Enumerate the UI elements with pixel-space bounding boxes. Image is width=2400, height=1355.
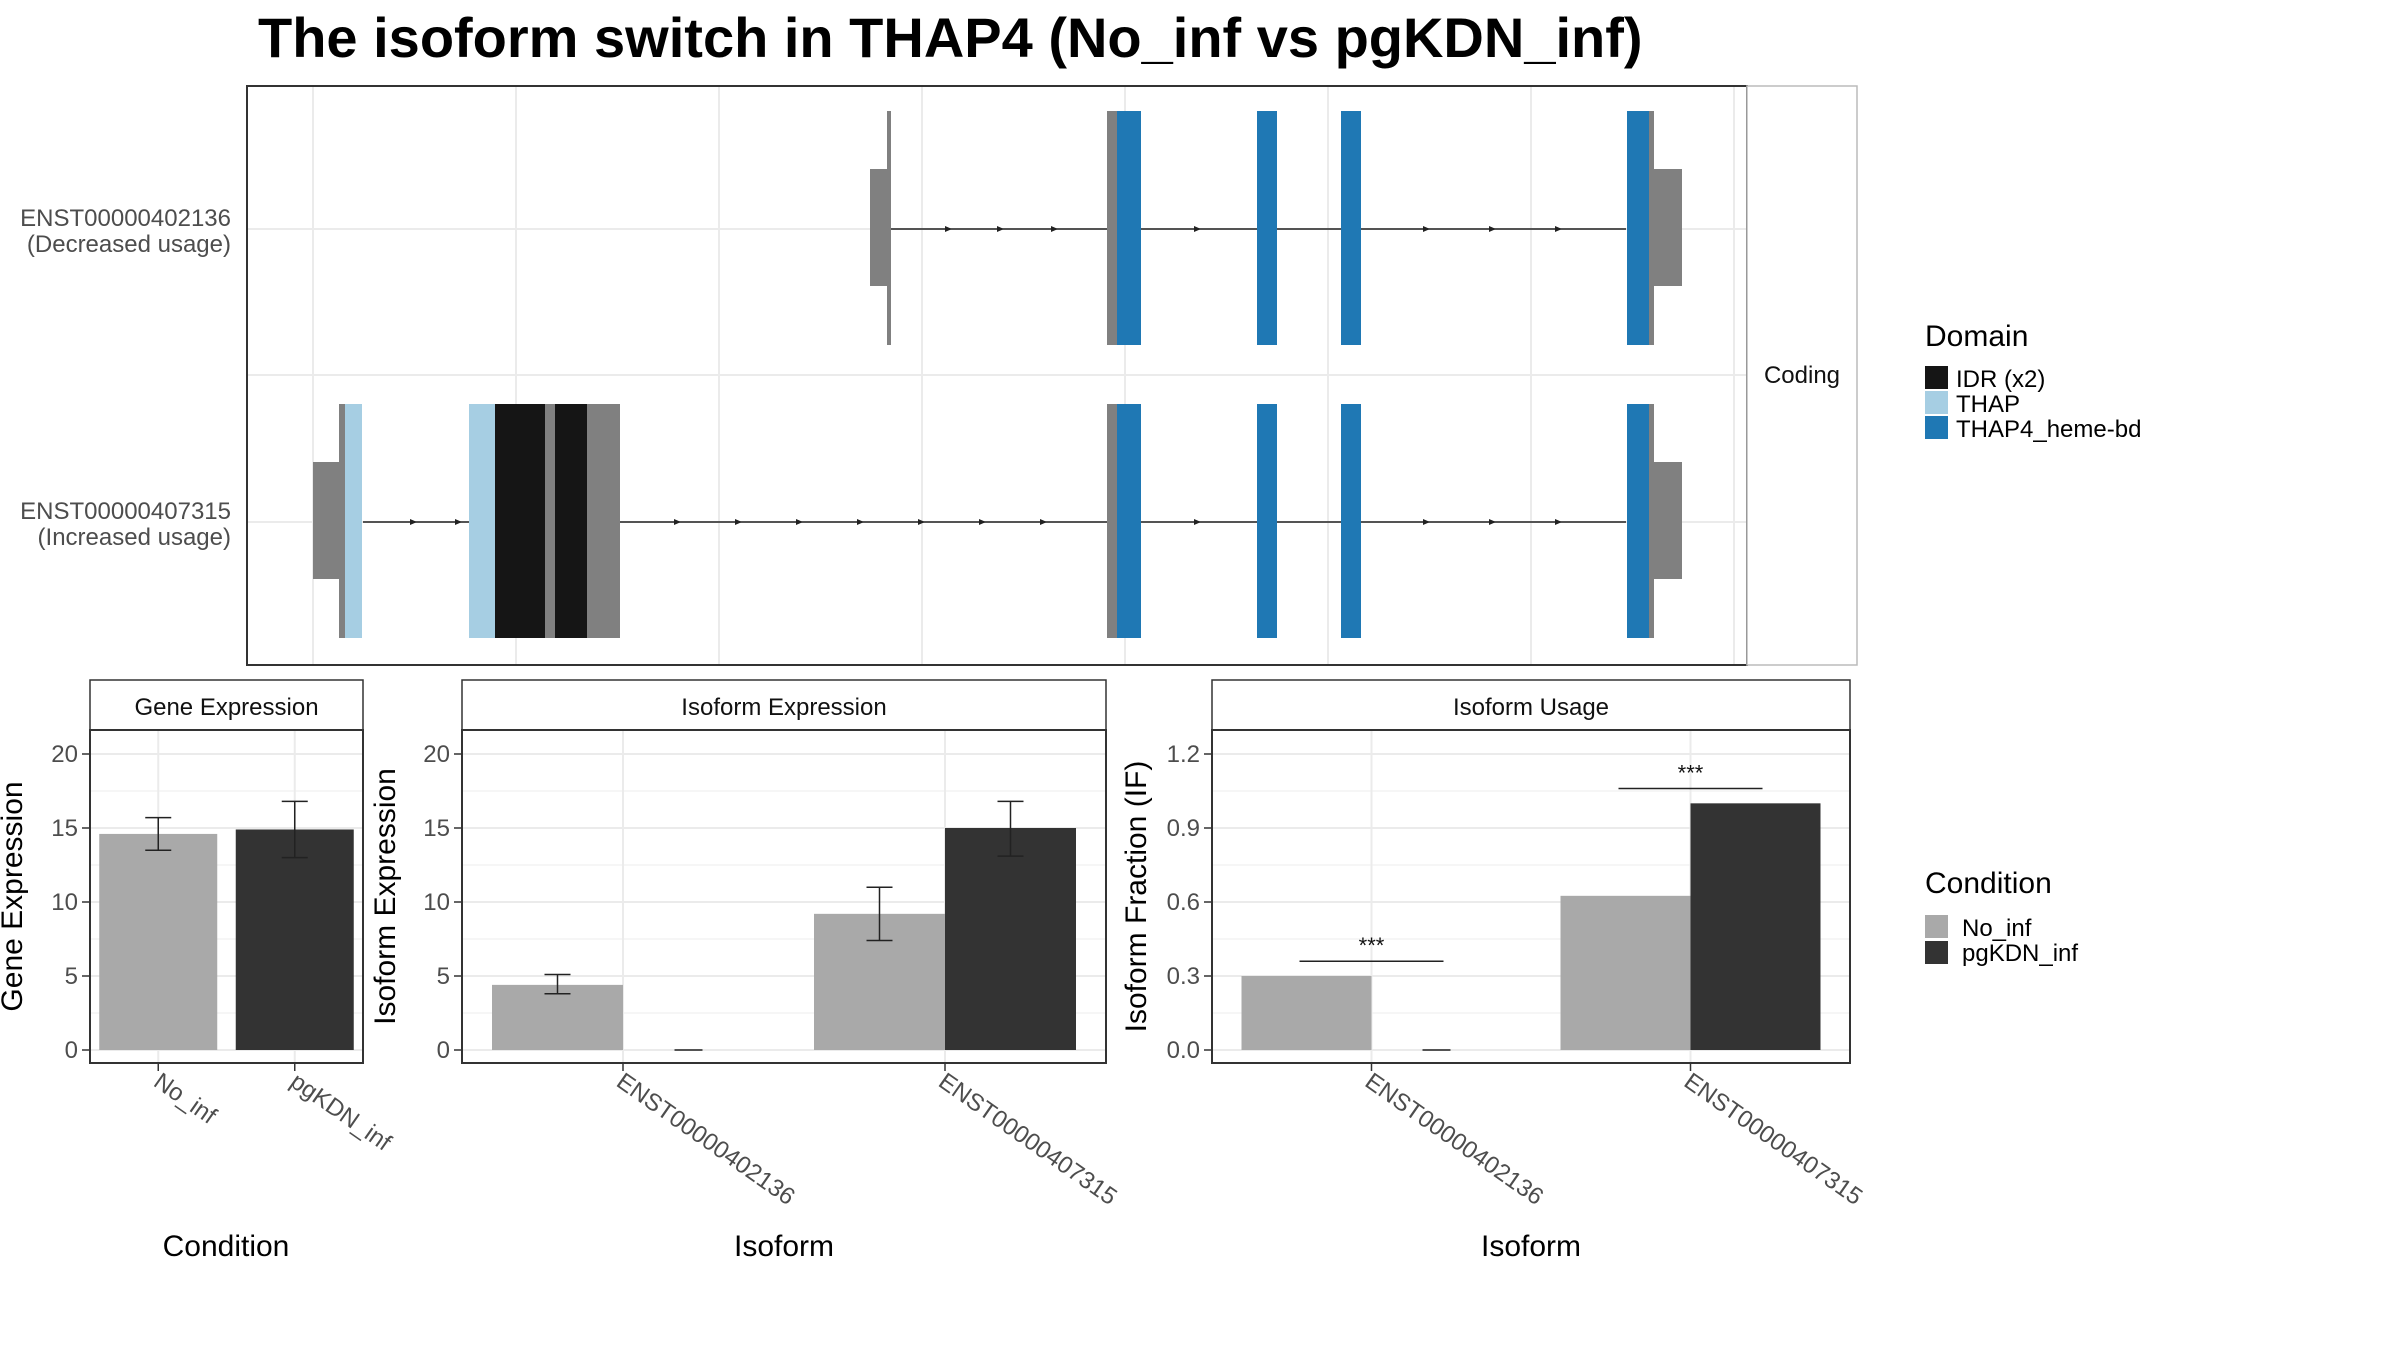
y-tick-label: 5 [65,963,78,990]
x-axis-title: Isoform [734,1230,834,1263]
gene-expression-panel: Gene Expression 0 5 10 15 20 No_inf pgKDN_inf Co… [0,679,396,1263]
panel-strip-label: Isoform Expression [681,694,886,721]
bar-No_inf [99,833,218,1050]
y-tick-label: 0.0 [1167,1037,1200,1064]
y-tick-label: 10 [51,889,78,916]
panel-border [461,729,1107,1064]
isoform-expression-panel: Isoform Expression 0 5 10 15 20 ENST0000040213… [369,679,1122,1263]
bar-No_inf-ENST00000402136 [1241,976,1372,1050]
x-tick-label: No_inf [149,1068,222,1130]
domain-legend-swatch-thap [1925,391,1948,414]
facet-label-coding: Coding [1764,362,1840,389]
condition-legend-swatch-pgkdn [1925,941,1948,964]
bar-No_inf-ENST00000402136 [492,984,623,1050]
panel-border [1211,729,1851,1064]
y-tick-label: 10 [423,889,450,916]
x-tick-label: ENST00000402136 [1360,1068,1548,1211]
y-tick-label: 20 [423,741,450,768]
y-tick-label: 0 [437,1037,450,1064]
y-tick-label: 20 [51,741,78,768]
bar-pgKDN_inf [235,829,354,1050]
domain-legend-label-heme: THAP4_heme-bd [1956,416,2141,443]
condition-legend-swatch-no-inf [1925,915,1948,938]
panel-strip [89,679,364,731]
panel-strip-label: Isoform Usage [1453,694,1609,721]
panel-border [89,729,364,1064]
y-tick-label: 15 [423,815,450,842]
condition-legend-label-no-inf: No_inf [1962,915,2032,942]
x-axis-title: Condition [163,1230,290,1263]
condition-legend: Condition No_inf pgKDN_inf [1925,867,2078,967]
structure-panel: Coding ENST00000402136 (Decreased usage)… [20,85,1858,666]
y-tick-label: 1.2 [1167,741,1200,768]
domain-legend-swatch-heme [1925,416,1948,439]
isoform-label-2-id: ENST00000407315 [20,498,231,525]
y-axis-title: Gene Expression [0,781,29,1011]
isoform-track-ENST00000402136 [870,111,1682,345]
condition-legend-label-pgkdn: pgKDN_inf [1962,940,2078,967]
bar-pgKDN_inf-ENST00000407315 [945,828,1076,1050]
significance-label: *** [1359,933,1385,958]
x-tick-label: ENST00000407315 [934,1068,1122,1211]
panel-strip [1211,679,1851,731]
domain-legend-label-idr: IDR (x2) [1956,366,2045,393]
x-axis-title: Isoform [1481,1230,1581,1263]
isoform-track-ENST00000407315 [313,404,1682,638]
y-axis-title: Isoform Fraction (IF) [1120,761,1153,1033]
panel-strip-label: Gene Expression [134,694,318,721]
y-axis-title: Isoform Expression [369,768,402,1025]
domain-legend-label-thap: THAP [1956,391,2020,418]
y-tick-label: 5 [437,963,450,990]
x-tick-label: ENST00000402136 [612,1068,800,1211]
figure-title: The isoform switch in THAP4 (No_inf vs p… [258,6,1643,69]
isoform-label-1-usage: (Decreased usage) [27,231,231,258]
y-tick-label: 0.3 [1167,963,1200,990]
condition-legend-title: Condition [1925,867,2052,900]
domain-legend: Domain IDR (x2) THAP THAP4_heme-bd [1925,320,2141,443]
x-tick-label: pgKDN_inf [285,1068,396,1157]
significance-label: *** [1678,761,1704,786]
y-tick-label: 0.9 [1167,815,1200,842]
y-tick-label: 0.6 [1167,889,1200,916]
isoform-label-2-usage: (Increased usage) [38,524,231,551]
y-tick-label: 15 [51,815,78,842]
isoform-usage-panel: Isoform Usage 0.0 0.3 0.6 0.9 1.2 *** *** ENST00… [1120,679,1867,1263]
domain-legend-title: Domain [1925,320,2028,353]
domain-legend-swatch-idr [1925,366,1948,389]
bar-No_inf-ENST00000407315 [1560,895,1691,1050]
isoform-label-1-id: ENST00000402136 [20,205,231,232]
y-tick-label: 0 [65,1037,78,1064]
x-tick-label: ENST00000407315 [1679,1068,1867,1211]
bar-pgKDN_inf-ENST00000407315 [1690,803,1821,1050]
